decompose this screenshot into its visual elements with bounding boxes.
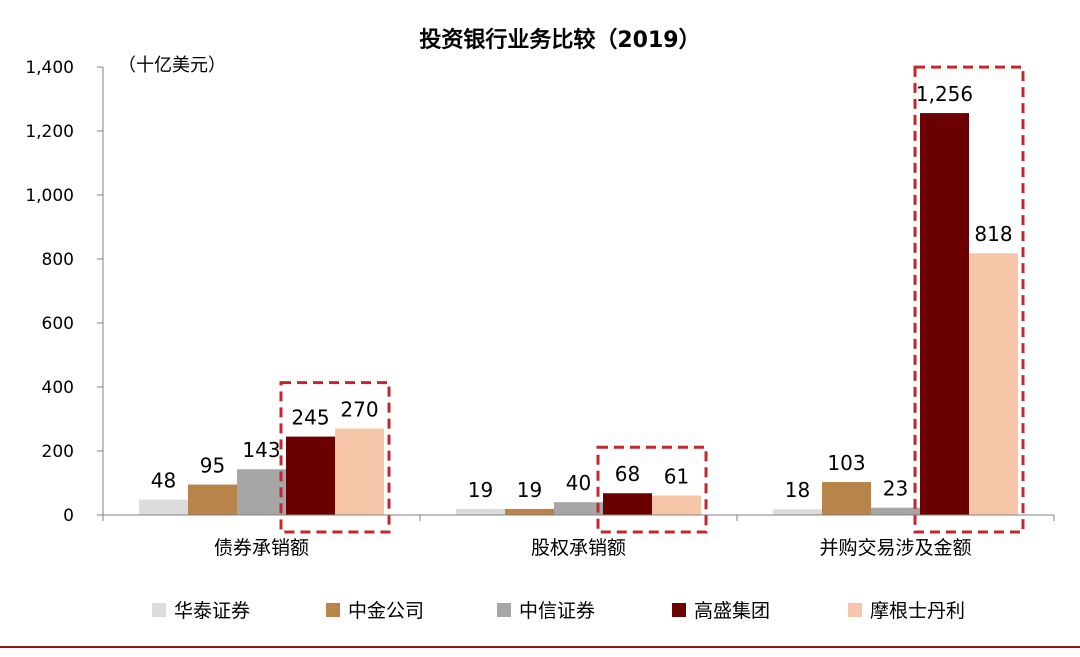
- y-unit-label: （十亿美元）: [118, 55, 226, 76]
- bar-value-label: 18: [785, 478, 810, 502]
- chart-title: 投资银行业务比较（2019）: [419, 27, 700, 53]
- legend-swatch: [672, 603, 686, 617]
- y-axis: 0 200 400 600 800 1,000 1,200 1,400: [25, 58, 104, 526]
- legend-label: 中信证券: [519, 600, 595, 622]
- y-tick-label: 600: [42, 314, 74, 334]
- bar: [456, 508, 505, 515]
- x-category-label: 债券承销额: [214, 537, 309, 559]
- legend-swatch: [848, 603, 862, 617]
- bar: [139, 499, 188, 515]
- y-tick-label: 200: [42, 442, 74, 462]
- bottom-divider: [0, 646, 1080, 648]
- x-axis: 债券承销额 股权承销额 并购交易涉及金额: [102, 514, 1055, 559]
- bar: [505, 508, 554, 515]
- bar-value-label: 245: [291, 406, 329, 430]
- x-category-label: 并购交易涉及金额: [819, 537, 971, 559]
- bar: [603, 493, 652, 515]
- value-labels: 48 95 143 245 270 19 19 40 68 61 18 103 23 1,256 818: [151, 82, 1013, 502]
- bar-value-label: 143: [242, 438, 280, 462]
- legend-label: 高盛集团: [694, 600, 770, 622]
- legend-label: 摩根士丹利: [870, 600, 965, 622]
- highlight-boxes: [279, 65, 1025, 534]
- bar-value-label: 40: [566, 471, 591, 495]
- x-category-label: 股权承销额: [531, 537, 626, 559]
- bar-value-label: 95: [200, 454, 225, 478]
- legend-swatch: [152, 603, 166, 617]
- highlight-box: [913, 65, 1025, 534]
- bar: [652, 495, 701, 515]
- bar: [773, 509, 822, 515]
- bar: [822, 482, 871, 515]
- bar: [335, 428, 384, 515]
- bar-value-label: 19: [517, 478, 542, 502]
- y-tick-label: 1,200: [25, 122, 74, 142]
- bar: [969, 253, 1018, 516]
- bar: [237, 469, 286, 515]
- legend-swatch: [326, 603, 340, 617]
- y-tick-label: 0: [63, 506, 74, 526]
- bar: [286, 436, 335, 515]
- bar: [871, 507, 920, 515]
- bars: [139, 113, 1018, 516]
- bar-value-label: 19: [468, 478, 493, 502]
- bar: [920, 113, 969, 515]
- bar-value-label: 270: [340, 398, 378, 422]
- y-tick-label: 1,400: [25, 58, 74, 78]
- bar-value-label: 68: [615, 462, 640, 486]
- highlight-box: [279, 381, 391, 534]
- bar-value-label: 48: [151, 469, 176, 493]
- legend: 华泰证券 中金公司 中信证券 高盛集团 摩根士丹利: [152, 600, 965, 622]
- bar: [188, 484, 237, 515]
- bar-value-label: 1,256: [916, 82, 973, 106]
- highlight-box: [596, 445, 708, 534]
- y-tick-label: 1,000: [25, 186, 74, 206]
- bar: [554, 502, 603, 515]
- legend-swatch: [497, 603, 511, 617]
- y-tick-label: 400: [42, 378, 74, 398]
- bar-value-label: 23: [883, 477, 908, 501]
- bar-value-label: 103: [827, 451, 865, 475]
- bar-value-label: 61: [664, 464, 689, 488]
- y-tick-label: 800: [42, 250, 74, 270]
- legend-label: 中金公司: [348, 600, 424, 622]
- legend-label: 华泰证券: [174, 600, 250, 622]
- bar-value-label: 818: [974, 222, 1012, 246]
